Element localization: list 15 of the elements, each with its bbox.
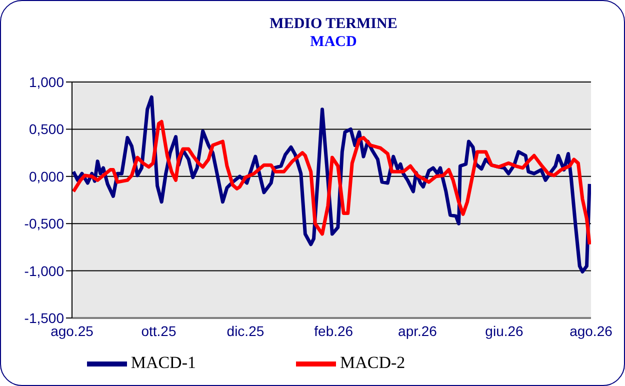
legend-label: MACD-2 — [340, 352, 406, 372]
x-tick-label: ott.25 — [141, 322, 176, 339]
y-tick-label: 0,500 — [28, 121, 64, 138]
legend-label: MACD-1 — [130, 352, 196, 372]
x-tick-label: giu.26 — [485, 322, 524, 339]
y-tick-label: 0,000 — [28, 168, 64, 184]
x-tick-label: dic.25 — [226, 322, 264, 339]
x-tick-label: feb.26 — [314, 322, 354, 339]
y-tick-label: -0,500 — [24, 216, 64, 232]
x-tick-label: apr.26 — [398, 322, 438, 339]
chart-title: MEDIO TERMINE — [268, 15, 398, 33]
x-tick-label: ago.26 — [570, 322, 613, 339]
chart-subtitle: MACD — [309, 33, 358, 51]
y-tick-label: 1,000 — [28, 74, 64, 90]
y-tick-label: -1,000 — [24, 262, 64, 279]
